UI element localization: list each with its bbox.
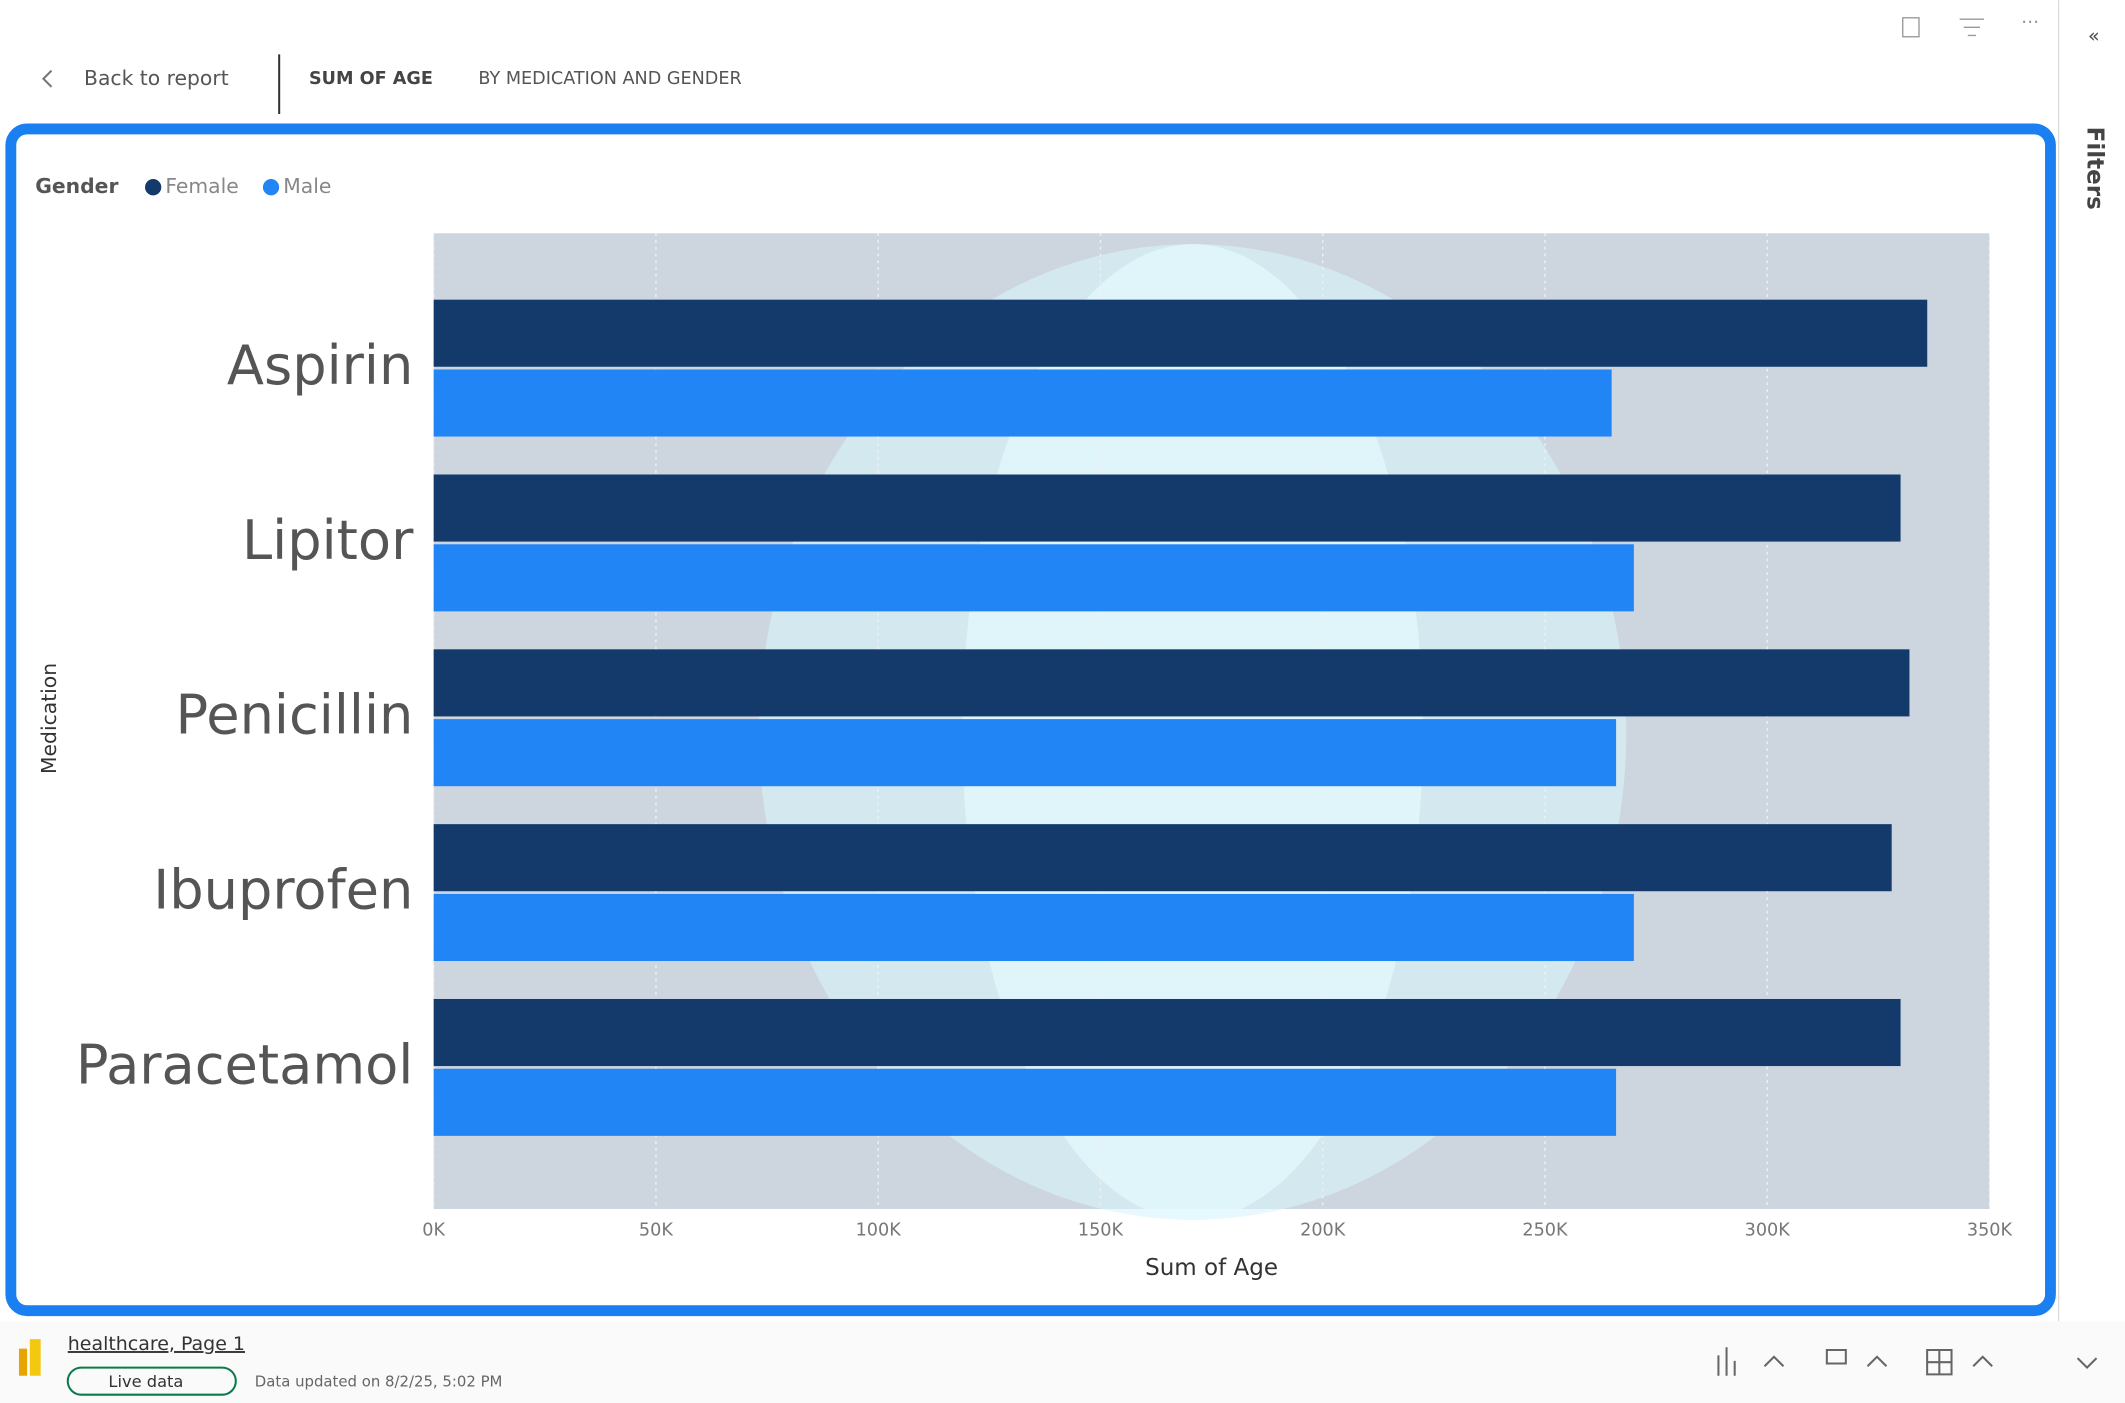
- legend-marker: [262, 179, 280, 196]
- copy-icon[interactable]: [1902, 17, 1920, 38]
- collapse-icon[interactable]: «: [2088, 25, 2100, 47]
- bar: [433, 649, 1910, 717]
- bar: [433, 893, 1634, 962]
- bar: [433, 474, 1901, 542]
- more-icon[interactable]: ···: [2021, 12, 2039, 34]
- pbi-logo: [18, 1348, 28, 1376]
- bar: [433, 998, 1901, 1067]
- x-tick-label: 0K: [422, 1221, 445, 1241]
- y-tick-label: Penicillin: [176, 684, 414, 747]
- legend-title: Gender: [35, 174, 118, 198]
- pbi-logo: [29, 1339, 41, 1376]
- x-tick-label: 50K: [639, 1221, 673, 1241]
- chart: 0K 50K 100K 150K 200K 250K 300K 350K Sum of Age M…: [35, 174, 2012, 1281]
- bar: [433, 299, 1928, 367]
- x-tick-label: 200K: [1300, 1221, 1346, 1241]
- report-link[interactable]: healthcare, Page 1: [68, 1333, 245, 1355]
- filter-icon[interactable]: [1959, 18, 1985, 37]
- x-tick-label: 300K: [1745, 1221, 1791, 1241]
- filters-pane[interactable]: Filters: [2081, 127, 2107, 210]
- y-tick-label: Lipitor: [242, 509, 414, 572]
- bar: [433, 719, 1617, 787]
- y-tick-label: Aspirin: [227, 334, 413, 397]
- x-tick-label: 350K: [1967, 1221, 2013, 1241]
- bar: [433, 369, 1612, 437]
- back-icon[interactable]: [41, 69, 53, 88]
- back-link[interactable]: Back to report: [84, 66, 229, 90]
- visual-title: SUM OF AGE: [309, 69, 433, 89]
- y-axis-label: Medication: [37, 663, 61, 774]
- y-tick-label: Paracetamol: [76, 1033, 414, 1096]
- legend-label: Female: [165, 174, 238, 198]
- legend-label: Male: [283, 174, 331, 198]
- footer: [0, 1321, 2125, 1403]
- live-badge[interactable]: [66, 1366, 237, 1396]
- toolbar-icon[interactable]: [1717, 1347, 1785, 1376]
- x-tick-label: 250K: [1522, 1221, 1568, 1241]
- bar: [433, 544, 1634, 612]
- toolbar-icon[interactable]: [1926, 1348, 1993, 1376]
- updated-label: Data updated on 8/2/25, 5:02 PM: [255, 1373, 503, 1391]
- toolbar-icon[interactable]: [1825, 1348, 1888, 1367]
- x-tick-label: 150K: [1078, 1221, 1124, 1241]
- legend-marker: [145, 179, 162, 196]
- x-axis-label: Sum of Age: [1145, 1255, 1278, 1281]
- expand-icon[interactable]: [2076, 1357, 2098, 1370]
- bar: [433, 1068, 1617, 1136]
- x-tick-label: 100K: [856, 1221, 902, 1241]
- y-tick-label: Ibuprofen: [153, 859, 413, 922]
- live-label[interactable]: Live data: [108, 1372, 183, 1391]
- bar: [433, 824, 1892, 892]
- visual-subtitle: BY MEDICATION AND GENDER: [478, 69, 741, 89]
